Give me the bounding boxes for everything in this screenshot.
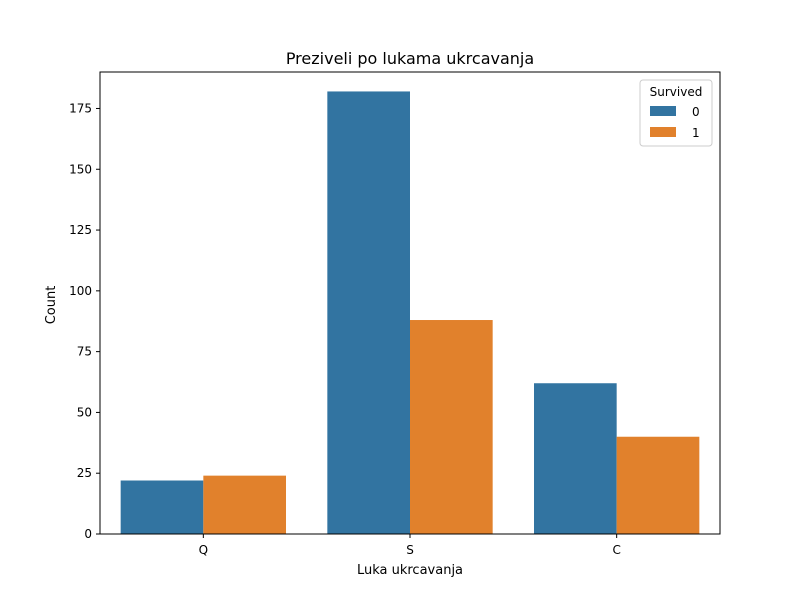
y-tick-label: 125: [69, 223, 92, 237]
bar-S-survived-1: [410, 320, 493, 534]
bar-S-survived-0: [327, 91, 410, 534]
x-tick-label: C: [612, 543, 620, 557]
legend-swatch-0: [650, 106, 676, 116]
y-axis-label: Count: [44, 286, 59, 325]
y-tick-label: 25: [77, 466, 92, 480]
bar-C-survived-1: [616, 436, 700, 534]
y-tick-label: 0: [84, 527, 92, 541]
bar-C-survived-0: [534, 383, 617, 534]
plot-area: [99, 71, 721, 535]
legend-title: Survived: [650, 85, 703, 99]
x-axis-label: Luka ukrcavanja: [357, 563, 463, 578]
legend-label-1: 1: [692, 126, 700, 140]
y-tick-label: 175: [69, 101, 92, 115]
bar-Q-survived-0: [120, 480, 204, 534]
y-tick-label: 100: [69, 284, 92, 298]
legend-label-0: 0: [692, 105, 700, 119]
y-axis: 0 25 50 75 100 125 150 175: [69, 101, 100, 541]
chart-title: Preziveli po lukama ukrcavanja: [286, 49, 534, 68]
x-tick-label: Q: [199, 543, 208, 557]
x-tick-label: S: [406, 543, 414, 557]
legend: Survived 0 1: [639, 79, 713, 147]
y-tick-label: 75: [77, 345, 92, 359]
y-tick-label: 150: [69, 162, 92, 176]
bar-Q-survived-1: [203, 475, 286, 534]
legend-swatch-1: [650, 127, 676, 137]
y-tick-label: 50: [77, 405, 92, 419]
